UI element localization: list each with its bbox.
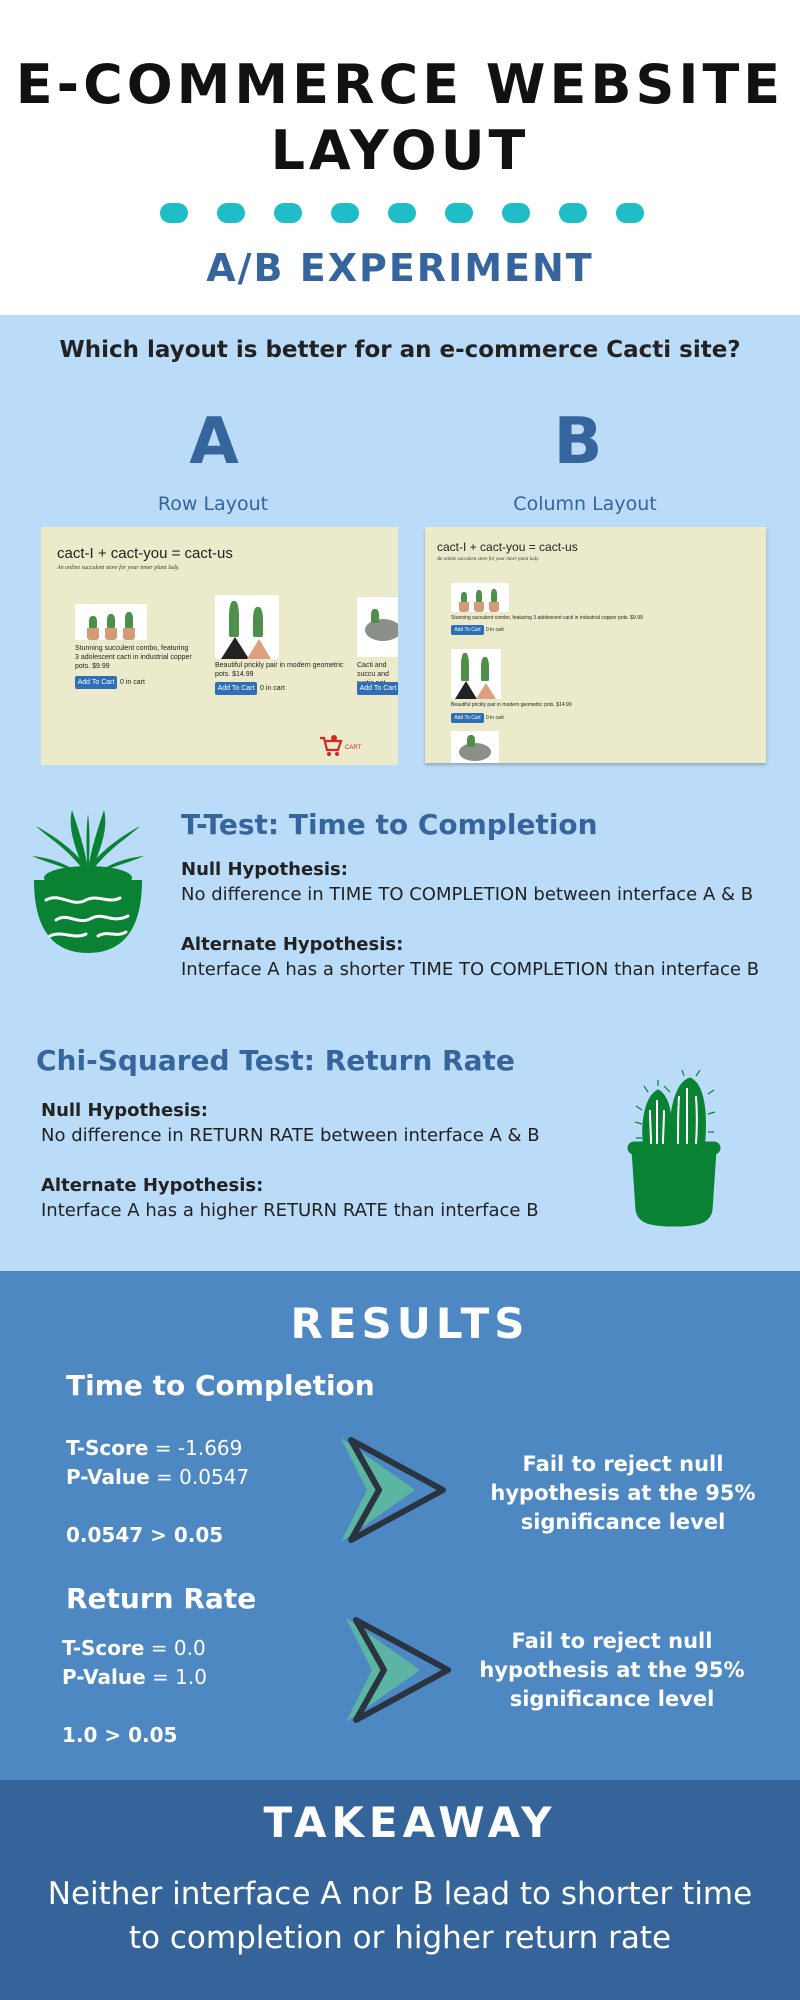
chisq-title: Chi-Squared Test: Return Rate bbox=[36, 1044, 515, 1077]
succulent-pot-icon bbox=[32, 810, 144, 953]
product-image bbox=[451, 583, 509, 612]
results-title: RESULTS bbox=[290, 1299, 530, 1348]
add-to-cart-button[interactable]: Add To Cart bbox=[357, 682, 398, 695]
product-description: Beautiful prickly pair in modern geometr… bbox=[451, 702, 572, 708]
add-to-cart-button[interactable]: Add To Cart bbox=[451, 713, 484, 723]
add-to-cart-button[interactable]: Add To Cart bbox=[215, 682, 257, 695]
divider-dot bbox=[217, 203, 245, 223]
site-tagline: An online succulent store for your inner… bbox=[57, 565, 180, 571]
add-to-cart-button[interactable]: Add To Cart bbox=[75, 676, 117, 689]
tscore-value: = 0.0 bbox=[144, 1636, 206, 1660]
return-pvalue: P-Value = 1.0 bbox=[62, 1665, 207, 1689]
column-layout-screenshot: cact-I + cact-you = cact-us An online su… bbox=[425, 527, 766, 763]
arrow-right-icon bbox=[346, 1617, 451, 1723]
chisq-alt-label: Alternate Hypothesis: bbox=[41, 1175, 264, 1196]
pvalue-value: = 1.0 bbox=[145, 1665, 207, 1689]
product-description: Beautiful prickly pair in modern geometr… bbox=[215, 662, 344, 678]
arrow-right-icon bbox=[341, 1437, 446, 1543]
takeaway-title: TAKEAWAY bbox=[263, 1798, 557, 1847]
chisq-null-text: No difference in RETURN RATE between int… bbox=[41, 1125, 540, 1146]
product-image bbox=[215, 595, 279, 659]
pvalue-label: P-Value bbox=[62, 1665, 146, 1689]
takeaway-text: Neither interface A nor B lead to shorte… bbox=[47, 1876, 753, 1956]
tscore-value: = -1.669 bbox=[148, 1436, 243, 1460]
return-heading: Return Rate bbox=[66, 1582, 257, 1615]
page-title: E-COMMERCE WEBSITE LAYOUT bbox=[15, 53, 785, 182]
site-title: cact-I + cact-you = cact-us bbox=[437, 540, 578, 554]
time-tscore: T-Score = -1.669 bbox=[66, 1436, 242, 1460]
pvalue-value: = 0.0547 bbox=[149, 1465, 250, 1489]
divider-dot bbox=[559, 203, 587, 223]
product-description: Stunning succulent combo, featuring 3 ad… bbox=[451, 615, 643, 621]
time-comparison: 0.0547 > 0.05 bbox=[66, 1523, 224, 1547]
chisq-alt-text: Interface A has a higher RETURN RATE tha… bbox=[41, 1200, 539, 1221]
cart-label: CART bbox=[345, 745, 362, 751]
cart-count: 0 in cart bbox=[260, 685, 285, 692]
ttest-alt-label: Alternate Hypothesis: bbox=[181, 934, 404, 955]
chisq-null-label: Null Hypothesis: bbox=[41, 1100, 208, 1121]
divider-dot bbox=[445, 203, 473, 223]
divider-dot bbox=[274, 203, 302, 223]
product-image bbox=[451, 649, 501, 699]
cart-count: 0 in cart bbox=[486, 715, 504, 721]
ttest-null-text: No difference in TIME TO COMPLETION betw… bbox=[181, 884, 754, 905]
cactus-pot-icon bbox=[627, 1070, 721, 1227]
cart-count: 0 in cart bbox=[120, 679, 145, 686]
product-description: Stunning succulent combo, featuring 3 ad… bbox=[75, 645, 192, 670]
dotted-divider bbox=[160, 203, 644, 225]
experiment-section: Which layout is better for an e-commerce… bbox=[0, 315, 800, 1271]
takeaway-section: TAKEAWAY Neither interface A nor B lead … bbox=[0, 1780, 800, 2000]
ttest-alt-text: Interface A has a shorter TIME TO COMPLE… bbox=[181, 959, 760, 980]
tscore-label: T-Score bbox=[66, 1436, 149, 1460]
product-image bbox=[451, 731, 499, 763]
return-conclusion: Fail to reject null hypothesis at the 95… bbox=[479, 1629, 745, 1711]
pvalue-label: P-Value bbox=[66, 1465, 150, 1489]
site-title: cact-I + cact-you = cact-us bbox=[57, 545, 233, 562]
divider-dot bbox=[331, 203, 359, 223]
variant-b-name: Column Layout bbox=[513, 493, 657, 515]
divider-dot bbox=[388, 203, 416, 223]
product-image bbox=[357, 597, 398, 657]
return-comparison: 1.0 > 0.05 bbox=[62, 1723, 178, 1747]
site-tagline: An online succulent store for your inner… bbox=[437, 557, 540, 562]
product-image bbox=[75, 604, 147, 640]
header-section: E-COMMERCE WEBSITE LAYOUT A/B EXPERIMENT bbox=[0, 0, 800, 315]
time-heading: Time to Completion bbox=[66, 1369, 375, 1402]
page-subtitle: A/B EXPERIMENT bbox=[206, 246, 594, 290]
row-layout-screenshot: cact-I + cact-you = cact-us An online su… bbox=[41, 527, 398, 765]
research-question: Which layout is better for an e-commerce… bbox=[59, 337, 741, 363]
divider-dot bbox=[160, 203, 188, 223]
time-conclusion: Fail to reject null hypothesis at the 95… bbox=[490, 1452, 756, 1534]
add-to-cart-button[interactable]: Add To Cart bbox=[451, 625, 484, 635]
divider-dot bbox=[502, 203, 530, 223]
divider-dot bbox=[616, 203, 644, 223]
variant-a-letter: A bbox=[189, 405, 239, 479]
tscore-label: T-Score bbox=[62, 1636, 145, 1660]
results-section: RESULTS Time to Completion T-Score = -1.… bbox=[0, 1271, 800, 1780]
return-tscore: T-Score = 0.0 bbox=[62, 1636, 206, 1660]
variant-a-name: Row Layout bbox=[157, 493, 269, 515]
shopping-cart-icon[interactable] bbox=[319, 735, 343, 757]
ttest-title: T-Test: Time to Completion bbox=[181, 808, 598, 841]
time-pvalue: P-Value = 0.0547 bbox=[66, 1465, 249, 1489]
cart-count: 0 in cart bbox=[486, 627, 504, 633]
ttest-null-label: Null Hypothesis: bbox=[181, 859, 348, 880]
variant-b-letter: B bbox=[553, 405, 603, 479]
